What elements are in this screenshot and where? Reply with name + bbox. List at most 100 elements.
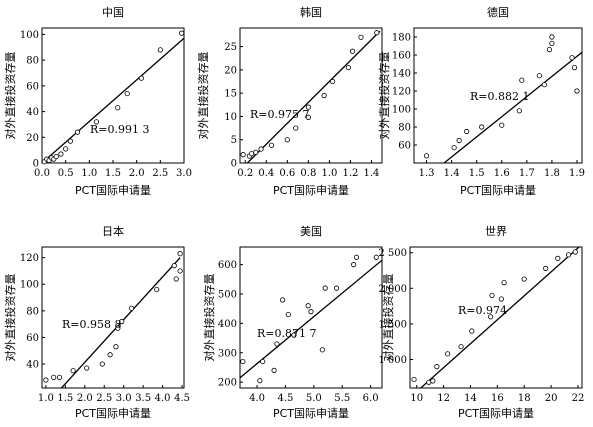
data-point <box>498 296 504 302</box>
x-tick-label: 5.5 <box>334 393 350 404</box>
data-point <box>99 361 105 367</box>
x-tick-label: 1.9 <box>569 168 585 179</box>
data-point <box>430 378 436 384</box>
x-tick-label: 0.6 <box>279 168 295 179</box>
data-point <box>285 311 291 318</box>
chart-title: 美国 <box>300 225 322 238</box>
x-tick-label: 0.2 <box>237 168 253 179</box>
data-point <box>451 145 457 151</box>
data-point <box>521 276 527 282</box>
data-point <box>63 146 69 152</box>
data-point <box>499 122 505 128</box>
y-tick-label: 180 <box>392 33 411 44</box>
y-axis-label: 对外直接投资存量 <box>3 274 17 362</box>
x-tick-label: 0.4 <box>258 168 274 179</box>
x-tick-label: 14 <box>464 393 477 404</box>
y-axis-label: 对外直接投资存量 <box>196 52 210 140</box>
x-tick-label: 3.5 <box>135 393 151 404</box>
data-point <box>84 365 90 371</box>
x-tick-label: 1.8 <box>544 168 560 179</box>
data-point <box>358 34 364 40</box>
data-point <box>248 151 255 157</box>
y-tick-label: 60 <box>398 141 411 152</box>
axes-frame <box>41 246 185 389</box>
fit-line <box>42 37 184 163</box>
r-annotation: R=0.991 3 <box>90 123 150 136</box>
y-tick-label: 80 <box>26 56 39 67</box>
x-tick-label: 20 <box>545 393 558 404</box>
data-point <box>322 285 328 291</box>
data-point <box>321 92 327 99</box>
fit-line <box>420 247 581 388</box>
data-point <box>349 48 356 54</box>
x-tick-label: 1.7 <box>519 168 535 179</box>
y-tick-label: 100 <box>20 30 39 41</box>
data-point <box>329 78 336 85</box>
r-annotation: R=0.958 8 <box>62 318 122 331</box>
x-axis-label: PCT国际申请量 <box>75 407 151 420</box>
data-point <box>67 138 74 144</box>
data-point <box>70 368 76 374</box>
chart-title: 德国 <box>487 5 509 19</box>
data-point <box>411 376 417 383</box>
data-point <box>157 47 163 53</box>
chart-panel: 美国 4.0 4.5 5.0 5.5 6.0 200 300 400 500 600 PCT国际申请量… <box>202 225 383 420</box>
x-tick-label: 1.5 <box>105 168 121 179</box>
y-tick-label: 100 <box>392 105 411 116</box>
y-tick-label: 600 <box>218 260 237 271</box>
data-point <box>115 105 121 111</box>
data-point <box>519 77 525 83</box>
data-point <box>536 73 542 79</box>
data-point <box>501 280 507 286</box>
y-tick-label: 120 <box>20 253 39 264</box>
x-axis-label: PCT国际申请量 <box>273 184 349 197</box>
data-point <box>128 305 135 311</box>
chart-panel: 德国 1.3 1.4 1.5 1.6 1.7 1.8 1.9 60 80 100 120 140 160 1… <box>377 5 585 197</box>
y-tick-label: 500 <box>218 290 237 301</box>
axes-frame <box>41 27 185 164</box>
y-tick-label: 1 000 <box>378 355 407 366</box>
data-point <box>373 254 379 260</box>
data-point <box>488 314 494 320</box>
x-axis-label: PCT国际申请量 <box>460 184 536 197</box>
y-tick-label: 200 <box>218 378 237 389</box>
x-axis-label: PCT国际申请量 <box>273 407 349 420</box>
y-tick-label: 120 <box>392 87 411 98</box>
data-point <box>240 152 246 158</box>
x-tick-label: 2.5 <box>96 393 112 404</box>
x-tick-label: 2.5 <box>152 168 168 179</box>
x-tick-label: 0.0 <box>34 168 50 179</box>
y-tick-label: 60 <box>26 333 39 344</box>
x-tick-label: 1.4 <box>364 168 380 179</box>
r-annotation: R=0.882 1 <box>470 90 530 103</box>
data-point <box>179 30 185 36</box>
y-tick-label: 160 <box>392 51 411 62</box>
data-point <box>572 249 578 255</box>
y-axis-label: 对外直接投资存量 <box>381 274 395 362</box>
data-point <box>293 125 299 131</box>
y-tick-label: 25 <box>224 42 237 53</box>
chart-title: 中国 <box>102 6 124 19</box>
data-point <box>173 276 179 282</box>
axes-frame <box>409 246 583 389</box>
data-point <box>258 146 264 152</box>
data-point <box>171 263 177 269</box>
data-point <box>569 55 575 61</box>
y-tick-label: 400 <box>218 319 237 330</box>
data-point <box>458 344 464 350</box>
data-point <box>268 142 275 148</box>
x-tick-label: 22 <box>572 393 585 404</box>
data-point <box>177 251 183 257</box>
r-annotation: R=0.975 7 <box>250 108 310 121</box>
x-tick-label: 1.5 <box>57 393 73 404</box>
y-tick-label: 10 <box>224 112 237 123</box>
data-point <box>274 341 280 347</box>
data-point <box>464 128 470 135</box>
x-tick-label: 0.8 <box>300 168 316 179</box>
x-tick-label: 1.0 <box>38 393 54 404</box>
y-tick-label: 1 500 <box>378 319 407 330</box>
axes-frame <box>239 246 383 389</box>
data-point <box>423 153 430 159</box>
x-tick-label: 4.5 <box>277 393 293 404</box>
